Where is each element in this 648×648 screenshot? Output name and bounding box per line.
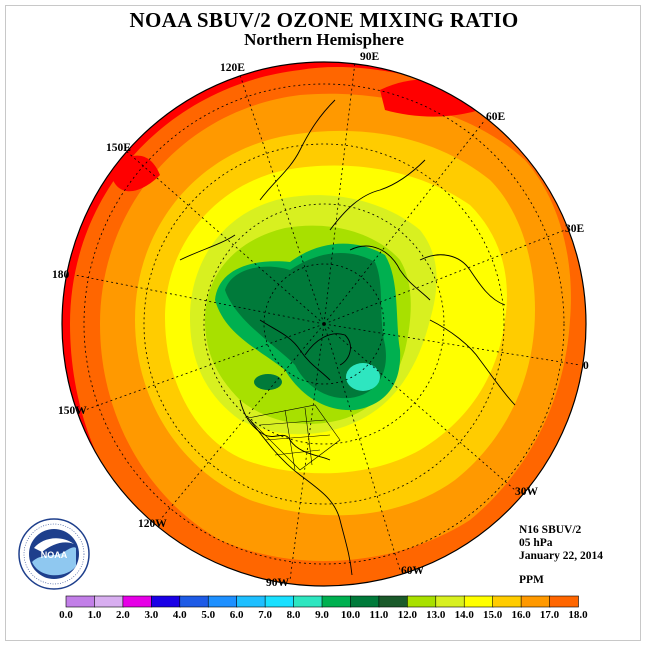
colorbar-swatch: [122, 595, 153, 608]
colorbar-swatch: [236, 595, 266, 608]
colorbar-swatch: [151, 595, 181, 608]
lon-label-30w: 30W: [515, 486, 538, 498]
lon-label-0: 0: [583, 360, 589, 372]
pressure-label: 05 hPa: [519, 537, 553, 549]
lon-label-120w: 120W: [138, 518, 167, 530]
map-frame: [5, 5, 641, 641]
colorbar-tick-label: 14.0: [454, 609, 474, 621]
colorbar-swatch: [378, 595, 409, 608]
graticule: [74, 61, 581, 581]
colorbar-tick-label: 12.0: [397, 609, 417, 621]
instrument-label: N16 SBUV/2: [519, 524, 582, 536]
lon-label-90w: 90W: [266, 577, 289, 589]
ozone-field: [62, 62, 586, 586]
colorbar-tick-label: 2.0: [116, 609, 130, 621]
colorbar-swatch: [520, 595, 551, 608]
lon-label-60e: 60E: [486, 111, 506, 123]
colorbar-tick-label: 3.0: [144, 609, 159, 621]
lon-label-180: 180: [52, 269, 70, 281]
page-title: NOAA SBUV/2 OZONE MIXING RATIO: [129, 8, 519, 32]
colorbar-swatch: [549, 595, 579, 608]
date-label: January 22, 2014: [519, 550, 604, 562]
colorbar-tick-label: 10.0: [340, 609, 361, 621]
colorbar-swatch: [463, 595, 494, 608]
units-label: PPM: [519, 574, 544, 586]
colorbar-swatch: [321, 595, 352, 608]
colorbar-tick-label: 9.0: [315, 609, 329, 621]
colorbar-swatch: [179, 595, 210, 608]
lon-label-60w: 60W: [401, 565, 424, 577]
lon-label-30e: 30E: [565, 223, 585, 235]
colorbar-swatch: [207, 595, 238, 608]
coastlines: [179, 99, 516, 576]
colorbar-tick-label: 5.0: [201, 609, 216, 621]
colorbar-tick-label: 18.0: [568, 609, 588, 621]
hemisphere-boundary: [61, 61, 587, 587]
colorbar-tick-label: 7.0: [258, 609, 272, 621]
colorbar-swatch: [435, 595, 466, 608]
noaa-logo: NOAA: [18, 518, 90, 590]
colorbar-tick-label: 13.0: [426, 609, 446, 621]
colorbar-tick-label: 1.0: [87, 609, 102, 621]
colorbar-tick-label: 15.0: [483, 609, 503, 621]
colorbar-swatch: [293, 595, 323, 608]
lon-label-120e: 120E: [220, 62, 245, 74]
colorbar-tick-label: 6.0: [229, 609, 244, 621]
page-subtitle: Northern Hemisphere: [244, 30, 404, 49]
colorbar-tick-label: 16.0: [511, 609, 531, 621]
colorbar-tick-label: 4.0: [172, 609, 187, 621]
colorbar-swatch: [94, 595, 124, 608]
lon-label-90e: 90E: [360, 51, 380, 63]
logo-wordmark: NOAA: [41, 550, 68, 560]
lon-label-150e: 150E: [106, 142, 131, 154]
colorbar-swatch: [65, 595, 96, 608]
colorbar-tick-label: 0.0: [59, 609, 73, 621]
lon-label-150w: 150W: [58, 405, 87, 417]
colorbar-swatch: [407, 595, 437, 608]
colorbar-tick-label: 8.0: [286, 609, 301, 621]
us-state-boundaries: [247, 404, 341, 471]
colorbar-swatch: [492, 595, 522, 608]
colorbar-swatch: [264, 595, 295, 608]
colorbar-tick-label: 17.0: [539, 609, 560, 621]
colorbar-tick-label: 11.0: [369, 609, 389, 621]
colorbar-swatch: [350, 595, 380, 608]
